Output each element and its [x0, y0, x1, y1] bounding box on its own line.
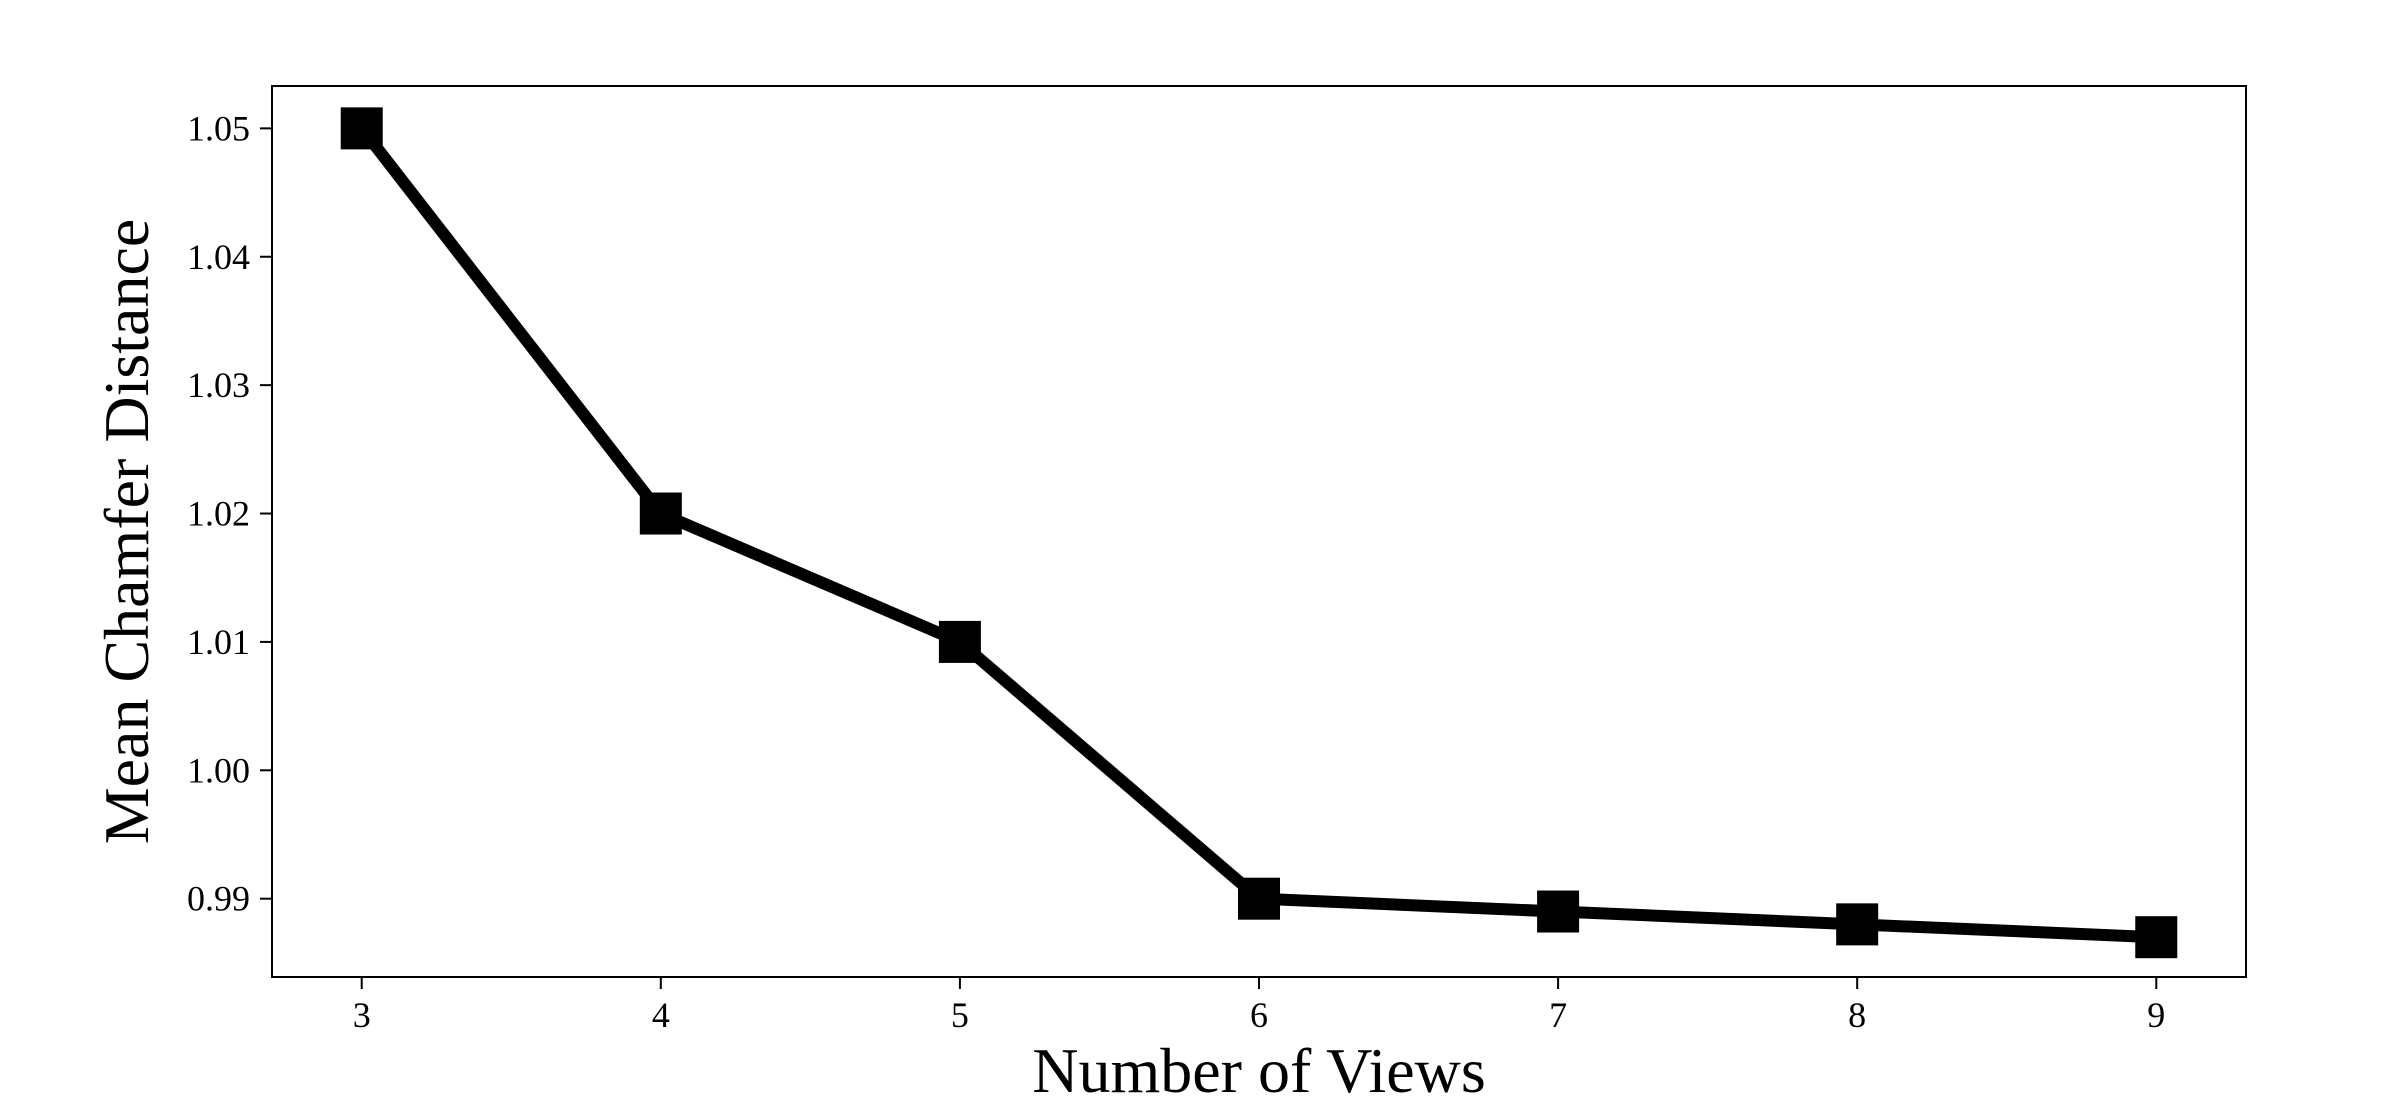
plot-frame [271, 85, 2247, 978]
y-tick-label: 1.04 [187, 237, 250, 277]
data-point-marker [639, 492, 682, 535]
y-tick-label: 1.00 [187, 750, 250, 790]
y-axis-title: Mean Chamfer Distance [91, 219, 162, 845]
x-tick-label: 6 [1250, 995, 1268, 1035]
data-point-marker [340, 107, 383, 150]
data-point-marker [1238, 877, 1280, 920]
x-tick-label: 9 [2147, 995, 2165, 1035]
x-axis-title: Number of Views [1032, 1035, 1486, 1100]
data-point-marker [1836, 903, 1879, 946]
series-line [356, 124, 2157, 944]
plot-area [340, 107, 2178, 959]
x-tick-label: 3 [353, 995, 371, 1035]
y-tick-label: 1.02 [187, 494, 250, 534]
y-tick-label: 1.05 [187, 108, 250, 148]
x-tick-label: 8 [1848, 995, 1866, 1035]
y-tick-label: 0.99 [187, 879, 250, 919]
data-point-marker [1537, 890, 1580, 933]
y-tick-label: 1.03 [187, 365, 250, 405]
data-point-marker [938, 620, 981, 663]
y-tick-label: 1.01 [187, 622, 250, 662]
x-tick-label: 7 [1549, 995, 1567, 1035]
x-tick-label: 5 [951, 995, 969, 1035]
x-axis: 3 4 5 6 7 8 9 [353, 977, 2165, 1035]
data-point-marker [2135, 916, 2178, 959]
y-axis: 0.99 1.00 1.01 1.02 1.03 1.04 1.05 [187, 108, 272, 919]
x-tick-label: 4 [652, 995, 670, 1035]
